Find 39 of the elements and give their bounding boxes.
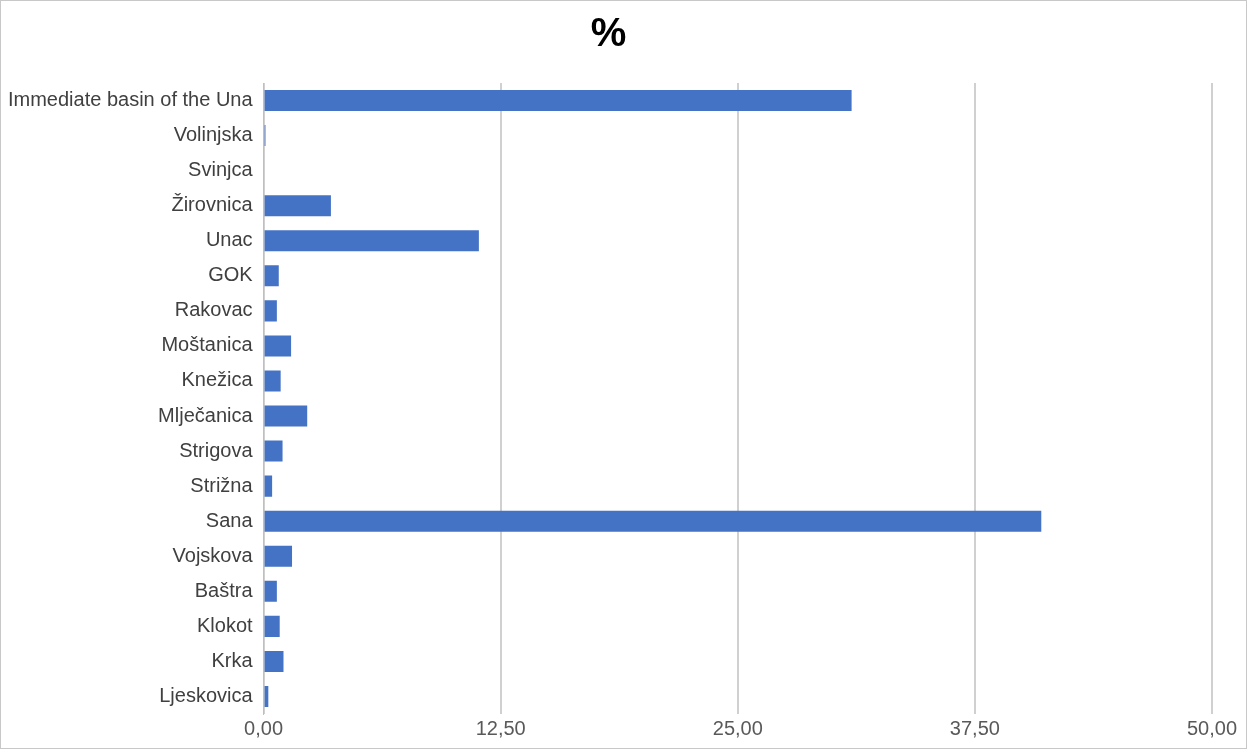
y-tick-label: GOK [208,263,254,286]
y-tick-label: Volinjska [173,123,254,146]
y-tick-label: Knežica [181,368,254,391]
bar [264,230,479,252]
bar [264,580,277,602]
y-tick-label: Mlječanica [158,403,254,426]
bar [264,405,308,427]
y-tick-label: Žirovnica [171,193,254,216]
y-tick-label: Ljeskovica [159,683,254,706]
y-tick-label: Klokot [196,613,254,636]
bar [264,265,279,287]
bar [264,335,292,357]
x-tick-label: 25,00 [712,716,763,739]
y-tick-label: Strigova [179,438,254,461]
y-tick-label: Svinjca [188,158,254,181]
y-tick-label: Sana [205,508,254,531]
x-tick-label: 0,00 [244,716,284,739]
x-tick-label: 50,00 [1186,716,1238,739]
y-tick-label: Baštra [194,578,254,601]
chart-title: % [590,10,627,55]
y-tick-label: Strižna [190,473,254,496]
y-tick-label: Rakovac [174,298,253,321]
y-tick-label: Vojskova [172,543,254,566]
y-tick-label: Unac [205,228,253,251]
y-tick-label: Moštanica [161,333,254,356]
bar [264,615,280,637]
y-tick-label: Krka [211,648,254,671]
bar [264,440,283,462]
bar [264,510,1042,532]
bar [264,90,852,112]
bar [264,195,331,217]
bar [264,545,293,567]
bar [264,370,281,392]
bar [264,475,273,497]
x-tick-label: 37,50 [949,716,1000,739]
bar [264,650,284,672]
x-tick-label: 12,50 [475,716,526,739]
y-tick-label: Immediate basin of the Una [7,88,254,111]
bar [264,300,277,322]
